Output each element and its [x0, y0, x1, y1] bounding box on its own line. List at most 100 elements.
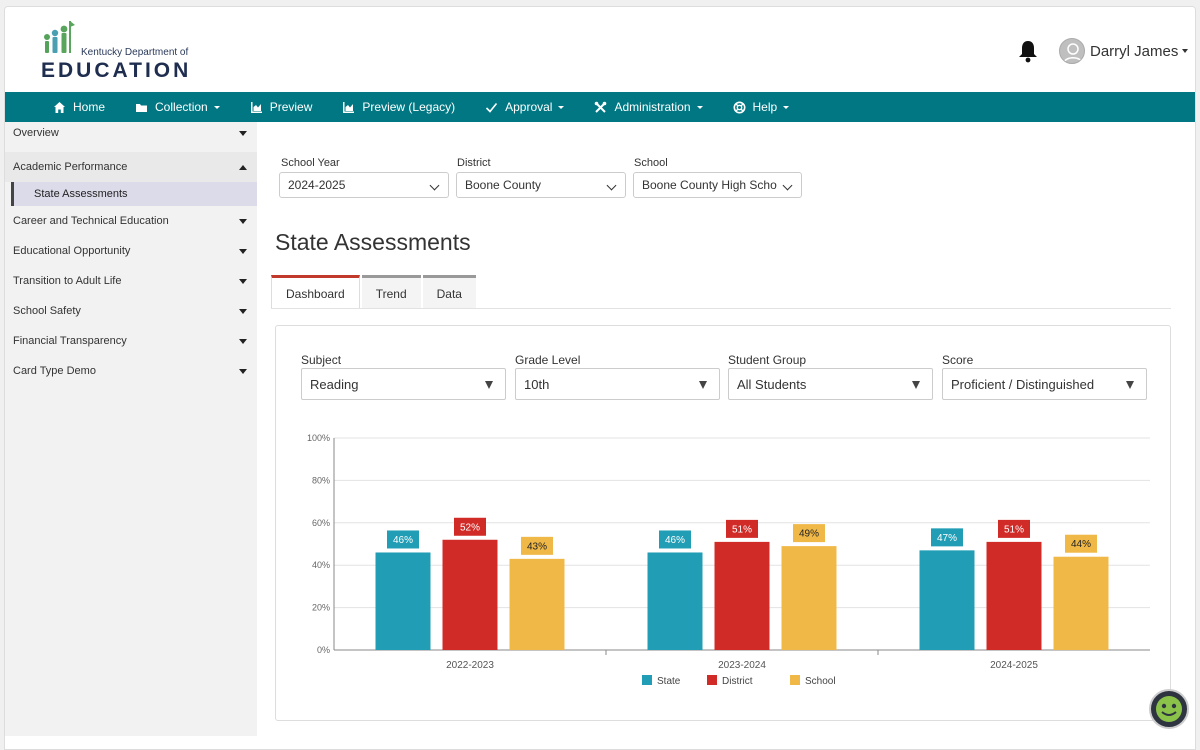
nav-administration[interactable]: Administration — [594, 100, 703, 114]
notification-bell-icon[interactable] — [1017, 39, 1039, 63]
app-window: Kentucky Department of EDUCATION Darryl … — [4, 6, 1196, 750]
nav-preview[interactable]: Preview — [250, 100, 313, 114]
nav-collection[interactable]: Collection — [135, 100, 220, 114]
caret-down-icon — [239, 130, 247, 136]
chevron-down-icon — [782, 180, 793, 191]
legend-swatch-school — [790, 675, 800, 685]
y-tick-label: 20% — [312, 603, 330, 613]
nav-help[interactable]: Help — [733, 100, 790, 114]
caret-down-icon — [239, 218, 247, 224]
tools-icon — [595, 101, 607, 113]
caret-down-icon — [239, 338, 247, 344]
data-label-box — [454, 517, 486, 536]
sidebar-item-label: Overview — [13, 127, 59, 139]
student-group-select[interactable]: All Students — [728, 368, 933, 400]
bar-district — [714, 541, 770, 650]
sidebar-item-label: Academic Performance — [13, 161, 128, 173]
data-label-box — [998, 519, 1030, 538]
caret-down-icon — [239, 248, 247, 254]
triangle-down-icon — [1126, 381, 1134, 389]
kde-logo[interactable]: Kentucky Department of EDUCATION — [41, 17, 211, 85]
bar-state — [647, 552, 703, 650]
data-label-box — [387, 530, 419, 549]
tab-dashboard[interactable]: Dashboard — [271, 275, 360, 309]
x-tick-label: 2024-2025 — [990, 660, 1038, 671]
district-select[interactable]: Boone County — [456, 172, 626, 198]
bar-school — [1053, 556, 1109, 650]
grade-level-value: 10th — [524, 376, 550, 392]
score-select[interactable]: Proficient / Distinguished — [942, 368, 1147, 400]
assessment-bar-chart: 0% 20% 40% 60% 80% 100% 46% 52% 43% 2022-2023 46% 5… — [307, 433, 1150, 687]
tab-trend[interactable]: Trend — [361, 275, 421, 309]
data-label-box — [659, 530, 691, 549]
school-select[interactable]: Boone County High Scho — [633, 172, 802, 198]
sidebar-item-transition[interactable]: Transition to Adult Life — [5, 266, 257, 296]
y-tick-label: 80% — [312, 475, 330, 485]
nav-approval[interactable]: Approval — [485, 100, 565, 114]
legend-label: District — [722, 676, 753, 687]
sidebar-item-card-type-demo[interactable]: Card Type Demo — [5, 356, 257, 386]
caret-down-icon — [239, 278, 247, 284]
caret-down-icon — [696, 105, 703, 109]
sidebar-subitem-state-assessments[interactable]: State Assessments — [11, 182, 257, 206]
sidebar-item-school-safety[interactable]: School Safety — [5, 296, 257, 326]
chevron-down-icon — [429, 180, 440, 191]
header: Kentucky Department of EDUCATION Darryl … — [5, 7, 1195, 91]
data-label: 44% — [1071, 539, 1091, 550]
sidebar: Overview Academic Performance State Asse… — [5, 122, 257, 736]
sidebar-item-label: Transition to Adult Life — [13, 275, 122, 287]
triangle-down-icon — [699, 381, 707, 389]
sidebar-item-career-technical[interactable]: Career and Technical Education — [5, 206, 257, 236]
school-year-value: 2024-2025 — [288, 178, 346, 192]
school-value: Boone County High Scho — [642, 178, 777, 192]
sidebar-item-academic-performance[interactable]: Academic Performance — [5, 152, 257, 182]
data-label: 43% — [527, 541, 547, 552]
nav-preview-legacy[interactable]: Preview (Legacy) — [342, 100, 455, 114]
sidebar-item-financial[interactable]: Financial Transparency — [5, 326, 257, 356]
nav-preview-label: Preview — [269, 100, 313, 114]
subject-select[interactable]: Reading — [301, 368, 506, 400]
x-tick-label: 2023-2024 — [718, 660, 766, 671]
main-nav: Home Collection Preview Preview (Legacy)… — [5, 92, 1195, 122]
chart-area-icon — [343, 101, 355, 113]
nav-home[interactable]: Home — [53, 100, 105, 114]
grade-level-label: Grade Level — [515, 353, 581, 367]
nav-collection-label: Collection — [155, 100, 208, 114]
nav-preview-legacy-label: Preview (Legacy) — [362, 100, 456, 114]
user-menu[interactable]: Darryl James — [1059, 37, 1189, 65]
caret-down-icon — [213, 105, 220, 109]
school-year-select[interactable]: 2024-2025 — [279, 172, 449, 198]
tab-data[interactable]: Data — [422, 275, 476, 309]
caret-up-icon — [239, 164, 247, 170]
data-label-box — [521, 536, 553, 555]
dashboard-card: Subject Reading Grade Level 10th Student… — [275, 325, 1171, 721]
data-label: 47% — [937, 533, 957, 544]
score-value: Proficient / Distinguished — [951, 376, 1095, 392]
sidebar-item-label: School Safety — [13, 305, 81, 317]
sidebar-item-overview[interactable]: Overview — [5, 122, 257, 144]
user-avatar-icon — [1063, 43, 1083, 63]
help-chat-icon — [1156, 696, 1182, 722]
student-group-label: Student Group — [728, 353, 807, 367]
school-label: School — [634, 157, 668, 169]
sidebar-item-label: Card Type Demo — [13, 365, 96, 377]
legend-swatch-district — [707, 675, 717, 685]
bar-school — [509, 558, 565, 650]
help-chat-button[interactable] — [1149, 689, 1189, 729]
sidebar-item-educational-opportunity[interactable]: Educational Opportunity — [5, 236, 257, 266]
grade-level-select[interactable]: 10th — [515, 368, 720, 400]
folder-icon — [136, 103, 148, 112]
sidebar-item-label: Financial Transparency — [13, 335, 127, 347]
data-label-box — [726, 519, 758, 538]
bar-district — [986, 541, 1042, 650]
user-name: Darryl James — [1090, 42, 1179, 60]
data-label-box — [1065, 534, 1097, 553]
caret-down-icon — [558, 105, 565, 109]
nav-approval-label: Approval — [505, 100, 553, 114]
bar-state — [919, 550, 975, 650]
bar-state — [375, 552, 431, 650]
y-tick-label: 0% — [317, 645, 330, 655]
data-label: 49% — [799, 529, 819, 540]
data-label-box — [793, 524, 825, 543]
chevron-down-icon — [606, 180, 617, 191]
